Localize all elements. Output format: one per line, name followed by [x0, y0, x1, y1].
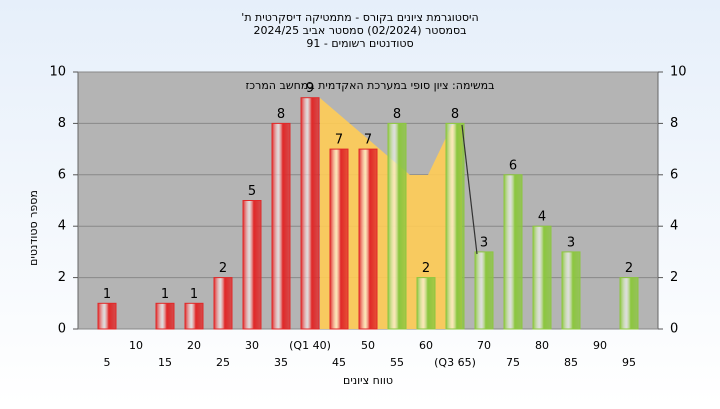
value-label: 8: [393, 107, 401, 122]
y-tick-label: 8: [58, 116, 66, 131]
value-label: 1: [161, 287, 169, 302]
x-tick-label: 45: [332, 356, 346, 369]
value-label: 8: [451, 107, 459, 122]
annotation: במשימה: ציון סופי במערכת האקדמית במחשב ה…: [245, 79, 494, 92]
x-tick-label: 55: [390, 356, 404, 369]
value-label: 8: [277, 107, 285, 122]
value-label: 5: [248, 184, 256, 199]
value-label: 2: [219, 261, 227, 276]
x-tick-label: 95: [622, 356, 636, 369]
x-tick-label: 20: [187, 339, 201, 352]
connector-line: [461, 124, 478, 255]
x-tick-label: (Q3 65): [434, 356, 476, 369]
x-tick-label: 85: [564, 356, 578, 369]
x-tick-label: 10: [129, 339, 143, 352]
bar: [445, 122, 465, 330]
chart-subtitle: סטודנטים רשומים - 91: [306, 37, 413, 50]
x-tick-label: 35: [274, 356, 288, 369]
y-tick-label: 10: [49, 65, 66, 80]
y-tick-label: 2: [58, 270, 66, 285]
bar: [271, 122, 291, 330]
x-tick-label: 80: [535, 339, 549, 352]
x-tick-label: 50: [361, 339, 375, 352]
bar: [213, 277, 233, 330]
value-label: 2: [422, 261, 430, 276]
y2-tick-label: 2: [670, 270, 678, 285]
y2-tick-label: 4: [670, 219, 678, 234]
x-tick-label: 15: [158, 356, 172, 369]
bar: [184, 302, 204, 330]
bar: [300, 97, 320, 330]
bar: [97, 302, 117, 330]
y-axis-label: מספר סטודנטים: [27, 190, 40, 266]
y2-tick-label: 6: [670, 167, 678, 182]
x-tick-label: 60: [419, 339, 433, 352]
bar: [561, 251, 581, 330]
x-tick-label: 90: [593, 339, 607, 352]
bar: [358, 148, 378, 330]
bar: [416, 277, 436, 330]
bar: [532, 225, 552, 330]
bar: [503, 174, 523, 330]
x-tick-label: 70: [477, 339, 491, 352]
y2-tick-label: 0: [670, 322, 678, 337]
value-label: 7: [364, 133, 372, 148]
x-tick-label: (Q1 40): [289, 339, 331, 352]
value-label: 7: [335, 133, 343, 148]
value-label: 6: [509, 158, 517, 173]
y2-tick-label: 10: [670, 65, 687, 80]
bar: [242, 200, 262, 330]
x-axis-label: טווח ציונים: [343, 374, 393, 387]
chart-subtitle: בסמסטר (02/2024) סמסטר אביב 2024/25: [253, 24, 466, 37]
x-tick-label: 25: [216, 356, 230, 369]
bar: [155, 302, 175, 330]
value-label: 9: [306, 81, 314, 96]
bar: [474, 251, 494, 330]
x-tick-label: 5: [104, 356, 111, 369]
x-tick-label: 75: [506, 356, 520, 369]
value-label: 4: [538, 210, 546, 225]
chart-title: 'היסטוגרמת ציונים בקורס - מתמטיקה דיסקרט…: [241, 11, 478, 24]
bar: [619, 277, 639, 330]
value-label: 3: [480, 235, 488, 250]
value-label: 1: [103, 287, 111, 302]
value-label: 2: [625, 261, 633, 276]
y-tick-label: 0: [58, 322, 66, 337]
y2-tick-label: 8: [670, 116, 678, 131]
bar: [387, 122, 407, 330]
x-tick-label: 30: [245, 339, 259, 352]
value-label: 1: [190, 287, 198, 302]
y-tick-label: 4: [58, 219, 66, 234]
bar: [329, 148, 349, 330]
y-tick-label: 6: [58, 167, 66, 182]
value-label: 3: [567, 235, 575, 250]
